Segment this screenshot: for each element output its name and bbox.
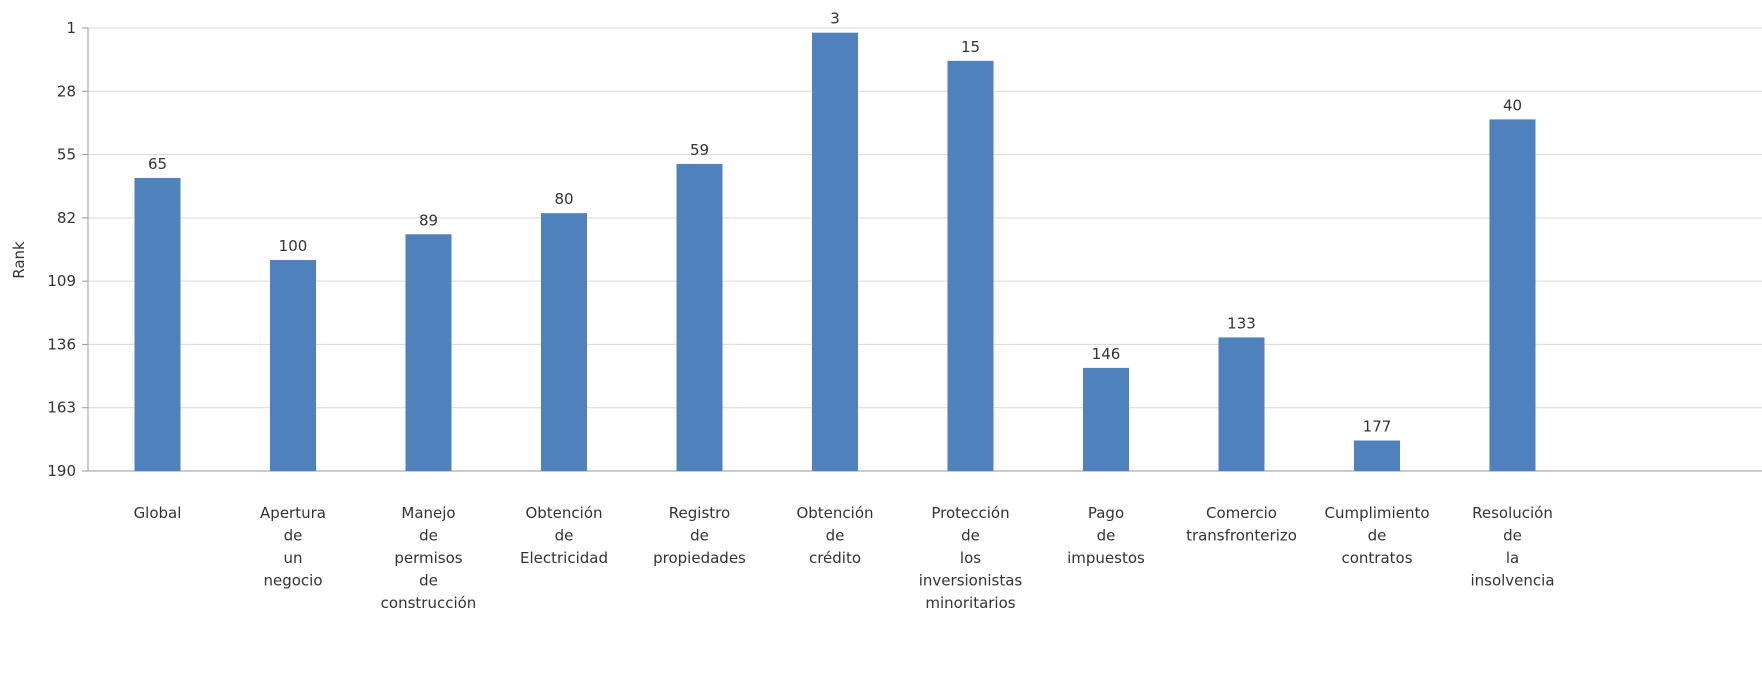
bar bbox=[1218, 337, 1265, 471]
category-labels: Global Apertura de un negocio Manejo de permiso… bbox=[134, 504, 1555, 612]
y-tick-label: 55 bbox=[57, 146, 76, 164]
bar bbox=[812, 32, 858, 471]
category-label: Obtención de crédito bbox=[796, 504, 873, 567]
gridlines bbox=[82, 27, 1762, 472]
bar bbox=[405, 234, 452, 471]
bar bbox=[270, 260, 316, 471]
data-label: 80 bbox=[554, 190, 573, 208]
bars bbox=[134, 32, 1536, 472]
category-label: Registro de propiedades bbox=[653, 504, 746, 567]
category-label: Global bbox=[134, 504, 182, 522]
y-tick-label: 109 bbox=[47, 272, 76, 290]
bar bbox=[947, 60, 994, 471]
bar bbox=[676, 163, 723, 471]
data-label: 65 bbox=[148, 155, 167, 173]
y-tick-label: 82 bbox=[57, 209, 76, 227]
data-label: 177 bbox=[1363, 418, 1392, 436]
data-label: 15 bbox=[961, 38, 980, 56]
category-label: Pago de impuestos bbox=[1067, 504, 1145, 567]
category-label: Apertura de un negocio bbox=[260, 504, 326, 590]
y-tick-label: 190 bbox=[47, 462, 76, 480]
bar bbox=[134, 178, 181, 471]
category-label: Manejo de permisos de construcción bbox=[381, 504, 477, 612]
data-label: 89 bbox=[419, 211, 438, 229]
y-axis-title: Rank bbox=[10, 241, 28, 279]
bar bbox=[1083, 367, 1129, 471]
bar bbox=[1489, 119, 1536, 472]
bar bbox=[541, 213, 587, 471]
category-label: Comercio transfronterizo bbox=[1186, 504, 1297, 545]
y-tick-label: 28 bbox=[57, 82, 76, 100]
data-label: 133 bbox=[1227, 314, 1256, 332]
data-label: 146 bbox=[1092, 345, 1121, 363]
data-label: 40 bbox=[1503, 96, 1522, 114]
data-labels: 65 100 89 80 59 3 15 146 133 177 40 bbox=[148, 10, 1522, 436]
category-label: Cumplimiento de contratos bbox=[1324, 504, 1429, 567]
data-label: 59 bbox=[690, 141, 709, 159]
category-label: Protección de los inversionistas minoritario… bbox=[919, 504, 1023, 612]
data-label: 100 bbox=[279, 237, 308, 255]
category-label: Obtención de Electricidad bbox=[520, 504, 608, 567]
y-tick-label: 163 bbox=[47, 399, 76, 417]
y-tick-labels: 1 28 55 82 109 136 163 190 bbox=[47, 19, 76, 480]
category-label: Resolución de la insolvencia bbox=[1470, 504, 1554, 590]
data-label: 3 bbox=[830, 10, 840, 28]
y-tick-label: 1 bbox=[66, 19, 76, 37]
y-tick-label: 136 bbox=[47, 335, 76, 353]
bar bbox=[1354, 440, 1400, 471]
